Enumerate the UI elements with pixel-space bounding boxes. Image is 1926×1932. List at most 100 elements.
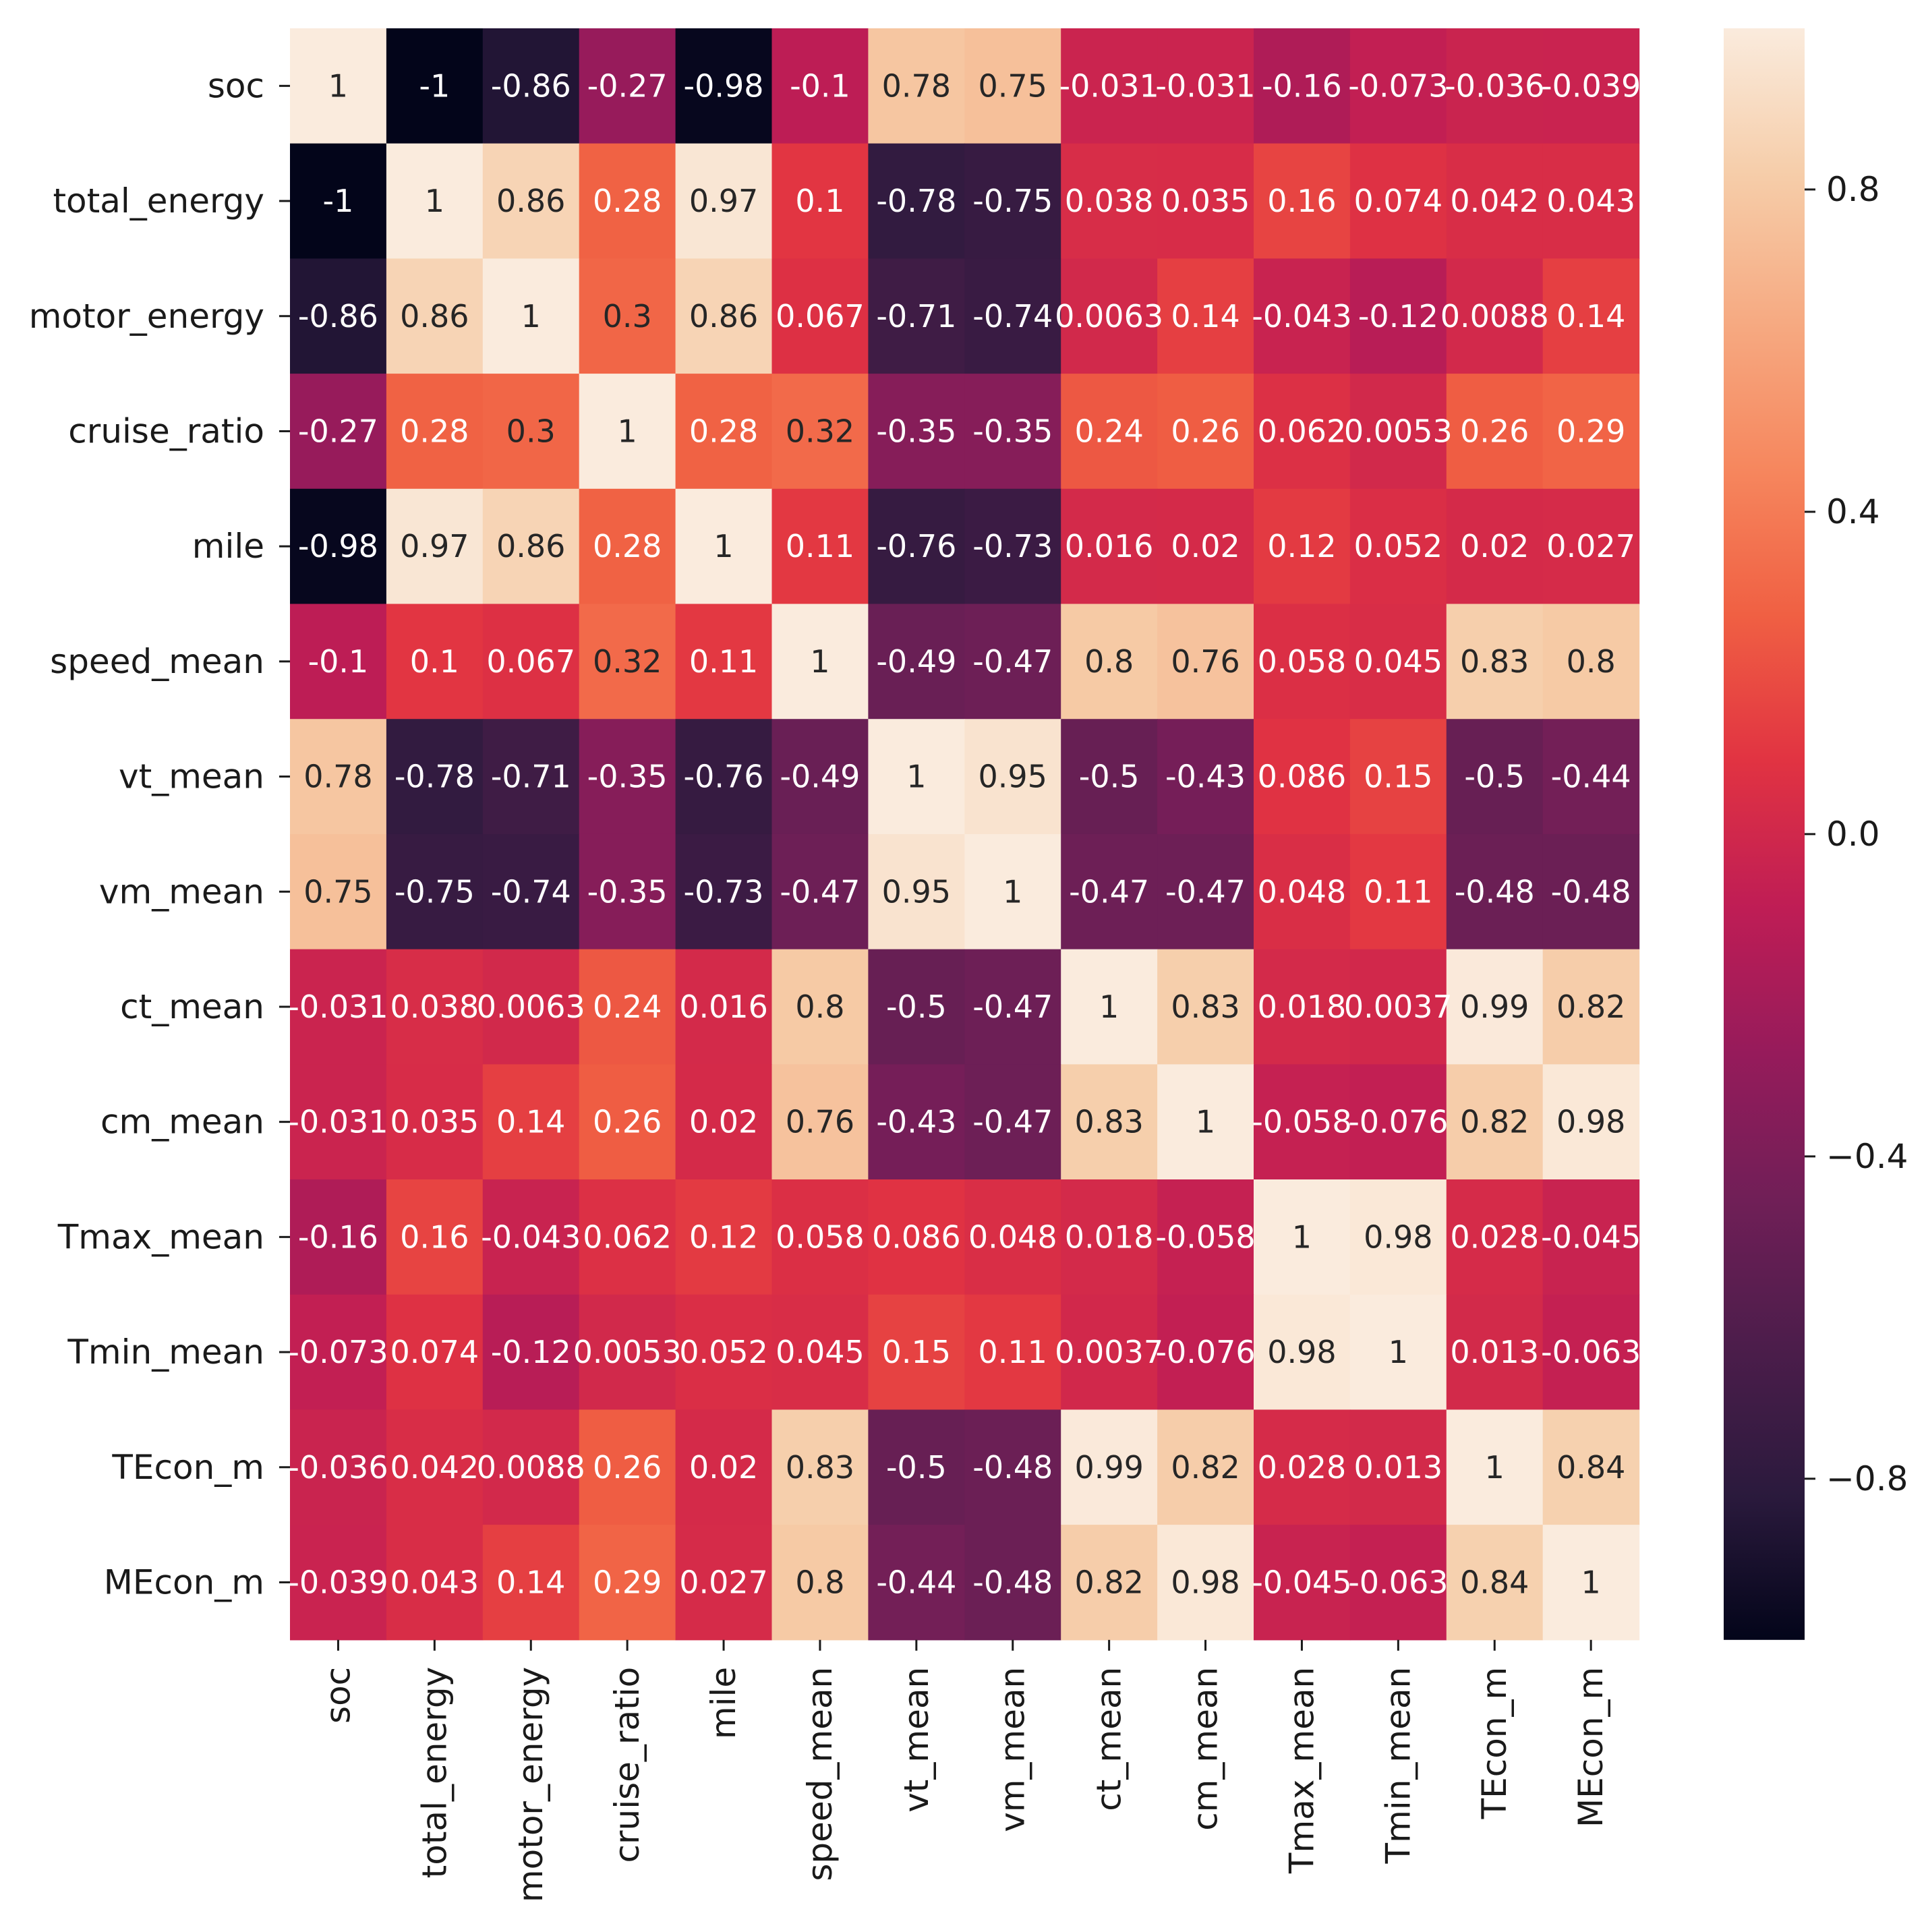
cell-value-label: -0.73 bbox=[684, 873, 764, 910]
cell-value-label: -0.12 bbox=[491, 1334, 571, 1370]
cell-value-label: 0.28 bbox=[400, 413, 469, 449]
x-tick-label-cm_mean: cm_mean bbox=[1186, 1667, 1225, 1831]
heatmap-cell-total_energy-mile bbox=[675, 143, 773, 259]
heatmap-cell-TEcon_m-cm_mean bbox=[1157, 1409, 1254, 1525]
heatmap-cells bbox=[290, 28, 1640, 1641]
y-tick-label-vm_mean: vm_mean bbox=[99, 872, 264, 911]
heatmap-cell-vt_mean-vt_mean bbox=[868, 719, 965, 835]
cell-value-label: 0.98 bbox=[1364, 1219, 1432, 1255]
heatmap-cell-MEcon_m-cm_mean bbox=[1157, 1525, 1254, 1641]
heatmap-cell-speed_mean-Tmin_mean bbox=[1349, 604, 1447, 720]
heatmap-cell-MEcon_m-MEcon_m bbox=[1542, 1525, 1640, 1641]
heatmap-cell-speed_mean-speed_mean bbox=[771, 604, 869, 720]
x-tick-label-cruise_ratio: cruise_ratio bbox=[608, 1667, 647, 1863]
cell-value-label: 0.76 bbox=[786, 1104, 854, 1140]
cell-value-label: 0.75 bbox=[303, 873, 372, 910]
heatmap-cell-speed_mean-cruise_ratio bbox=[579, 604, 676, 720]
cell-value-label: 0.062 bbox=[1258, 413, 1347, 449]
y-tick-label-cm_mean: cm_mean bbox=[100, 1103, 264, 1142]
heatmap-cell-ct_mean-soc bbox=[290, 949, 387, 1065]
heatmap-cell-mile-soc bbox=[290, 488, 387, 605]
cell-value-label: 0.26 bbox=[593, 1104, 662, 1140]
heatmap-cell-motor_energy-vm_mean bbox=[964, 258, 1061, 374]
heatmap-cell-TEcon_m-soc bbox=[290, 1409, 387, 1525]
cell-value-label: 0.048 bbox=[1258, 873, 1347, 910]
cell-value-label: 0.12 bbox=[689, 1219, 758, 1255]
heatmap-cell-total_energy-vt_mean bbox=[868, 143, 965, 259]
heatmap-cell-vt_mean-motor_energy bbox=[482, 719, 580, 835]
cell-value-label: -0.44 bbox=[876, 1564, 956, 1600]
cell-value-label: -0.058 bbox=[1155, 1219, 1255, 1255]
cell-value-label: -0.031 bbox=[288, 1104, 388, 1140]
cell-value-label: 0.02 bbox=[689, 1104, 758, 1140]
heatmap-cell-vt_mean-soc bbox=[290, 719, 387, 835]
cell-value-label: 0.1 bbox=[795, 183, 844, 219]
heatmap-cell-cruise_ratio-cruise_ratio bbox=[579, 374, 676, 490]
cell-value-label: 0.035 bbox=[1161, 183, 1250, 219]
cell-value-label: 0.84 bbox=[1556, 1449, 1625, 1486]
heatmap-cell-Tmax_mean-speed_mean bbox=[771, 1179, 869, 1295]
y-tick-label-Tmin_mean: Tmin_mean bbox=[67, 1333, 264, 1372]
cell-value-label: 0.042 bbox=[1450, 183, 1539, 219]
cell-value-label: -0.48 bbox=[1551, 873, 1631, 910]
cell-value-label: 1 bbox=[906, 759, 926, 795]
heatmap-cell-mile-vt_mean bbox=[868, 488, 965, 605]
cell-value-label: 0.84 bbox=[1460, 1564, 1529, 1600]
heatmap-cell-total_energy-TEcon_m bbox=[1446, 143, 1544, 259]
heatmap-cell-vm_mean-mile bbox=[675, 833, 773, 950]
heatmap-cell-ct_mean-MEcon_m bbox=[1542, 949, 1640, 1065]
cell-value-label: -0.27 bbox=[587, 67, 668, 104]
heatmap-cell-vm_mean-soc bbox=[290, 833, 387, 950]
heatmap-cell-MEcon_m-motor_energy bbox=[482, 1525, 580, 1641]
heatmap-cell-motor_energy-mile bbox=[675, 258, 773, 374]
y-tick-label-total_energy: total_energy bbox=[53, 181, 264, 221]
heatmap-cell-vt_mean-speed_mean bbox=[771, 719, 869, 835]
heatmap-cell-ct_mean-cruise_ratio bbox=[579, 949, 676, 1065]
colorbar-gradient bbox=[1724, 28, 1805, 1640]
cell-value-label: -0.5 bbox=[1464, 759, 1525, 795]
heatmap-cell-speed_mean-motor_energy bbox=[482, 604, 580, 720]
cell-value-label: 0.042 bbox=[390, 1449, 479, 1486]
heatmap-cell-ct_mean-Tmax_mean bbox=[1254, 949, 1351, 1065]
heatmap-cell-ct_mean-TEcon_m bbox=[1446, 949, 1544, 1065]
heatmap-cell-TEcon_m-cruise_ratio bbox=[579, 1409, 676, 1525]
heatmap-cell-ct_mean-ct_mean bbox=[1061, 949, 1158, 1065]
cell-value-label: 0.83 bbox=[1171, 989, 1239, 1025]
heatmap-cell-motor_energy-total_energy bbox=[386, 258, 484, 374]
cell-value-label: -0.71 bbox=[876, 298, 956, 334]
cell-value-label: 0.98 bbox=[1556, 1104, 1625, 1140]
heatmap-cell-MEcon_m-vt_mean bbox=[868, 1525, 965, 1641]
heatmap-cell-cruise_ratio-soc bbox=[290, 374, 387, 490]
colorbar-tick-label: 0.4 bbox=[1826, 492, 1880, 531]
heatmap-cell-cruise_ratio-motor_energy bbox=[482, 374, 580, 490]
heatmap-cell-speed_mean-ct_mean bbox=[1061, 604, 1158, 720]
heatmap-cell-mile-mile bbox=[675, 488, 773, 605]
cell-value-label: 0.8 bbox=[1567, 643, 1616, 680]
cell-value-label: 1 bbox=[1099, 989, 1119, 1025]
cell-value-label: -0.12 bbox=[1358, 298, 1438, 334]
heatmap-cell-cruise_ratio-mile bbox=[675, 374, 773, 490]
heatmap-cell-vm_mean-speed_mean bbox=[771, 833, 869, 950]
heatmap-cell-TEcon_m-ct_mean bbox=[1061, 1409, 1158, 1525]
cell-value-label: -0.058 bbox=[1252, 1104, 1351, 1140]
cell-value-label: 0.14 bbox=[496, 1104, 565, 1140]
cell-value-label: 0.086 bbox=[872, 1219, 961, 1255]
heatmap-cell-MEcon_m-Tmin_mean bbox=[1349, 1525, 1447, 1641]
heatmap-cell-motor_energy-Tmin_mean bbox=[1349, 258, 1447, 374]
heatmap-cell-mile-MEcon_m bbox=[1542, 488, 1640, 605]
heatmap-cell-MEcon_m-TEcon_m bbox=[1446, 1525, 1544, 1641]
cell-value-label: -0.031 bbox=[1059, 67, 1159, 104]
heatmap-cell-motor_energy-Tmax_mean bbox=[1254, 258, 1351, 374]
x-tick-label-motor_energy: motor_energy bbox=[511, 1667, 550, 1902]
heatmap-cell-Tmin_mean-cruise_ratio bbox=[579, 1294, 676, 1410]
cell-value-label: 0.15 bbox=[1364, 759, 1432, 795]
heatmap-cell-cm_mean-soc bbox=[290, 1064, 387, 1180]
heatmap-cell-cruise_ratio-Tmin_mean bbox=[1349, 374, 1447, 490]
heatmap-cell-motor_energy-speed_mean bbox=[771, 258, 869, 374]
heatmap-cell-mile-motor_energy bbox=[482, 488, 580, 605]
heatmap-cell-mile-Tmax_mean bbox=[1254, 488, 1351, 605]
heatmap-cell-TEcon_m-motor_energy bbox=[482, 1409, 580, 1525]
cell-value-label: 0.045 bbox=[776, 1334, 865, 1370]
cell-value-label: -0.78 bbox=[395, 759, 475, 795]
